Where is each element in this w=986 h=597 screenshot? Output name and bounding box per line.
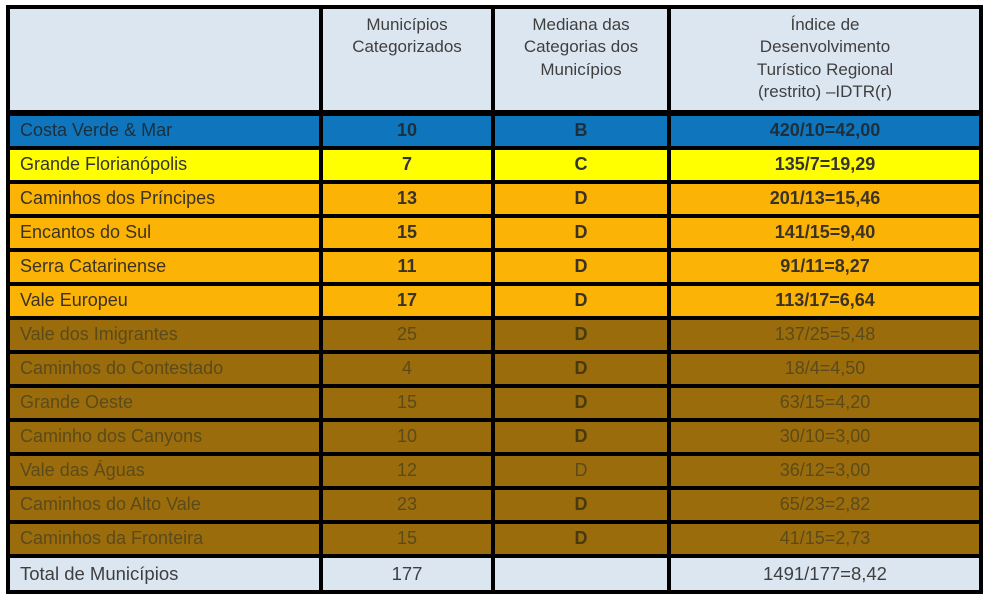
- table-row: Encantos do Sul 15 D 141/15=9,40: [6, 213, 983, 252]
- region-name-cell: Caminhos do Contestado: [6, 349, 323, 388]
- municipios-count-cell: 25: [319, 315, 495, 354]
- idtr-table: Municípios Categorizados Mediana das Cat…: [6, 5, 983, 594]
- region-name-cell: Costa Verde & Mar: [6, 110, 323, 150]
- idtr-cell: 91/11=8,27: [667, 247, 983, 286]
- region-name-cell: Encantos do Sul: [6, 213, 323, 252]
- mediana-cell: D: [491, 383, 671, 422]
- idtr-table-container: Municípios Categorizados Mediana das Cat…: [6, 5, 983, 594]
- idtr-cell: 30/10=3,00: [667, 417, 983, 456]
- region-name-cell: Caminhos dos Príncipes: [6, 179, 323, 218]
- mediana-cell: D: [491, 519, 671, 558]
- idtr-cell: 201/13=15,46: [667, 179, 983, 218]
- idtr-cell: 137/25=5,48: [667, 315, 983, 354]
- mediana-cell: C: [491, 145, 671, 184]
- header-row: Municípios Categorizados Mediana das Cat…: [6, 5, 983, 116]
- idtr-cell: 113/17=6,64: [667, 281, 983, 320]
- mediana-cell: D: [491, 451, 671, 490]
- table-row: Vale das Águas 12 D 36/12=3,00: [6, 451, 983, 490]
- idtr-cell: 63/15=4,20: [667, 383, 983, 422]
- region-name-cell: Caminho dos Canyons: [6, 417, 323, 456]
- municipios-count-cell: 15: [319, 213, 495, 252]
- municipios-count-cell: 17: [319, 281, 495, 320]
- region-name-cell: Grande Florianópolis: [6, 145, 323, 184]
- region-name-cell: Vale Europeu: [6, 281, 323, 320]
- table-row: Grande Florianópolis 7 C 135/7=19,29: [6, 145, 983, 184]
- region-name-cell: Caminhos da Fronteira: [6, 519, 323, 558]
- region-name-cell: Vale das Águas: [6, 451, 323, 490]
- region-name-cell: Vale dos Imigrantes: [6, 315, 323, 354]
- mediana-cell: D: [491, 281, 671, 320]
- total-idtr-cell: 1491/177=8,42: [667, 553, 983, 594]
- table-row: Caminhos do Alto Vale 23 D 65/23=2,82: [6, 485, 983, 524]
- column-header-region: [6, 5, 323, 116]
- municipios-count-cell: 23: [319, 485, 495, 524]
- total-label-cell: Total de Municípios: [6, 553, 323, 594]
- region-name-cell: Grande Oeste: [6, 383, 323, 422]
- idtr-cell: 36/12=3,00: [667, 451, 983, 490]
- municipios-count-cell: 7: [319, 145, 495, 184]
- table-row: Caminhos dos Príncipes 13 D 201/13=15,46: [6, 179, 983, 218]
- table-row: Caminhos da Fronteira 15 D 41/15=2,73: [6, 519, 983, 558]
- idtr-cell: 18/4=4,50: [667, 349, 983, 388]
- mediana-cell: D: [491, 315, 671, 354]
- municipios-count-cell: 11: [319, 247, 495, 286]
- mediana-cell: D: [491, 247, 671, 286]
- table-row: Caminhos do Contestado 4 D 18/4=4,50: [6, 349, 983, 388]
- idtr-cell: 41/15=2,73: [667, 519, 983, 558]
- table-row: Costa Verde & Mar 10 B 420/10=42,00: [6, 110, 983, 150]
- column-header-mediana: Mediana das Categorias dos Municípios: [491, 5, 671, 116]
- idtr-cell: 135/7=19,29: [667, 145, 983, 184]
- total-row: Total de Municípios 177 1491/177=8,42: [6, 553, 983, 594]
- total-mediana-cell: [491, 553, 671, 594]
- mediana-cell: D: [491, 417, 671, 456]
- municipios-count-cell: 15: [319, 519, 495, 558]
- municipios-count-cell: 10: [319, 110, 495, 150]
- total-municipios-cell: 177: [319, 553, 495, 594]
- municipios-count-cell: 4: [319, 349, 495, 388]
- table-row: Serra Catarinense 11 D 91/11=8,27: [6, 247, 983, 286]
- idtr-cell: 65/23=2,82: [667, 485, 983, 524]
- mediana-cell: D: [491, 349, 671, 388]
- idtr-cell: 141/15=9,40: [667, 213, 983, 252]
- mediana-cell: D: [491, 213, 671, 252]
- municipios-count-cell: 13: [319, 179, 495, 218]
- region-name-cell: Caminhos do Alto Vale: [6, 485, 323, 524]
- column-header-idtr: Índice de Desenvolvimento Turístico Regi…: [667, 5, 983, 116]
- table-row: Vale Europeu 17 D 113/17=6,64: [6, 281, 983, 320]
- municipios-count-cell: 10: [319, 417, 495, 456]
- column-header-municipios: Municípios Categorizados: [319, 5, 495, 116]
- mediana-cell: B: [491, 110, 671, 150]
- municipios-count-cell: 12: [319, 451, 495, 490]
- table-row: Caminho dos Canyons 10 D 30/10=3,00: [6, 417, 983, 456]
- table-row: Grande Oeste 15 D 63/15=4,20: [6, 383, 983, 422]
- idtr-cell: 420/10=42,00: [667, 110, 983, 150]
- mediana-cell: D: [491, 485, 671, 524]
- municipios-count-cell: 15: [319, 383, 495, 422]
- table-row: Vale dos Imigrantes 25 D 137/25=5,48: [6, 315, 983, 354]
- mediana-cell: D: [491, 179, 671, 218]
- region-name-cell: Serra Catarinense: [6, 247, 323, 286]
